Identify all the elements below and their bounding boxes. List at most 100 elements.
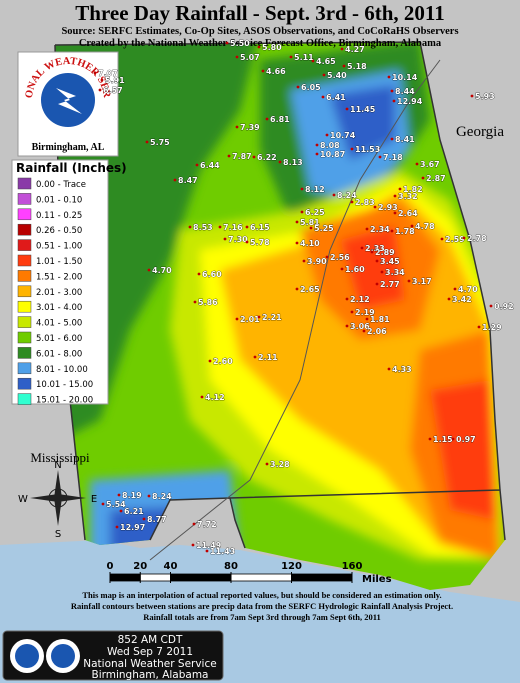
station-value: 2.59 [445,235,465,244]
station-value: 6.81 [270,115,290,124]
legend-label: 1.01 - 1.50 [36,257,82,267]
legend-title: Rainfall (Inches) [16,161,127,175]
highway [149,59,441,561]
station-value: 4.65 [316,57,336,66]
station-value: 3.42 [452,295,472,304]
station-value: 8.47 [178,176,198,185]
station-dot [345,324,349,328]
station-dot [393,194,397,198]
station-value: 11.45 [350,105,376,114]
station-value: 2.11 [258,353,278,362]
station-value: 7.87 [232,152,252,161]
station-value: 5.93 [475,92,495,101]
station-value: 0.97 [456,435,476,444]
station-value: 8.13 [283,158,303,167]
station-value: 4.78 [415,222,435,231]
station-value: 2.34 [370,225,390,234]
footer-time: 852 AM CDT [118,634,183,646]
station-value: 7.18 [383,153,403,162]
legend-swatch [17,393,32,405]
compass-s: S [55,529,61,540]
compass-e: E [91,494,97,505]
station-dot [428,437,432,441]
station-value: 2.77 [380,280,400,289]
station-value: 3.34 [385,268,405,277]
scale-label: 0 [107,561,114,572]
station-dot [340,47,344,51]
station-dot [295,241,299,245]
station-value: 4.10 [300,239,320,248]
station-value: 2.12 [350,295,370,304]
station-dot [350,200,354,204]
station-value: 10.74 [330,131,356,140]
station-value: 3.06 [350,322,370,331]
state-label: Georgia [456,124,504,140]
station-value: 2.21 [262,313,282,322]
scale-segment [139,573,171,582]
station-dot [321,95,325,99]
legend-swatch [17,254,32,267]
legend-label: 3.01 - 4.00 [36,303,82,313]
state-label: Mississippi [30,450,90,465]
station-value: 4.70 [152,266,172,275]
station-dot [197,272,201,276]
zone [430,380,495,520]
station-value: 2.89 [375,248,395,257]
station-dot [205,549,209,553]
station-value: 8.44 [395,87,415,96]
station-dot [393,211,397,215]
station-dot [392,99,396,103]
station-dot [147,268,151,272]
legend-label: 5.01 - 6.00 [36,334,82,344]
station-dot [100,78,104,82]
station-dot [390,89,394,93]
legend-swatch [17,285,32,298]
station-dot [218,225,222,229]
station-dot [257,45,261,49]
station-value: 1.15 [433,435,453,444]
station-dot [235,317,239,321]
station-value: 2.56 [330,253,350,262]
station-value: 8.53 [193,223,213,232]
station-value: 5.54 [106,500,126,509]
station-value: 5.78 [250,238,270,247]
station-dot [350,147,354,151]
station-value: 2.60 [213,357,233,366]
zone [340,225,405,310]
station-value: 1.78 [395,227,415,236]
nws-logo-inner [51,644,75,668]
station-value: 2.78 [467,234,487,243]
station-value: 3.67 [420,160,440,169]
scale-label: 160 [342,561,363,572]
legend-label: 15.01 - 20.00 [36,396,93,406]
station-value: 1.60 [345,265,365,274]
noaa-logo-inner [15,644,39,668]
station-value: 7.16 [223,223,243,232]
station-dot [208,359,212,363]
station-dot [421,176,425,180]
scale-segment [291,573,353,582]
station-dot [192,522,196,526]
station-value: 2.87 [426,174,446,183]
station-value: 8.12 [305,185,325,194]
compass-w: W [18,494,28,505]
station-dot [98,88,102,92]
station-dot [225,41,229,45]
station-dot [300,187,304,191]
legend-label: 0.01 - 0.10 [36,195,82,205]
station-dot [117,493,121,497]
station-value: 6.25 [305,208,325,217]
station-dot [309,226,313,230]
station-dot [322,73,326,77]
zone [330,85,395,160]
station-dot [265,117,269,121]
station-dot [470,94,474,98]
scale-label: 40 [164,561,178,572]
state-border [54,41,506,549]
logo-office: Birmingham, AL [32,142,105,153]
station-dot [295,220,299,224]
station-dot [253,355,257,359]
station-value: 5.07 [240,53,260,62]
station-value: 3.28 [270,460,290,469]
